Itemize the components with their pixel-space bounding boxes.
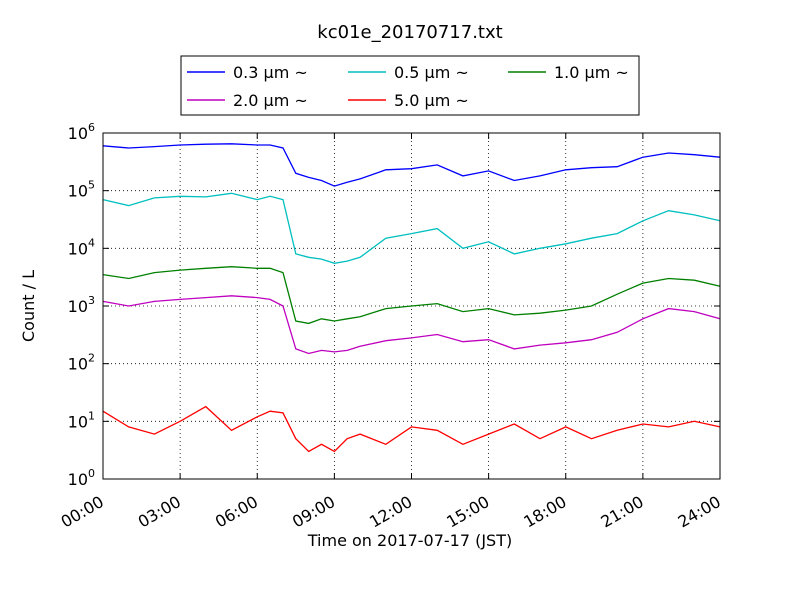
legend-label: 0.5 μm ~ <box>394 63 469 82</box>
y-tick-label: 101 <box>68 409 95 431</box>
series-line-2 <box>102 266 721 325</box>
legend-label: 2.0 μm ~ <box>233 91 308 110</box>
x-tick-label: 21:00 <box>597 492 646 532</box>
legend-box <box>180 55 640 116</box>
series-line-4 <box>102 405 721 453</box>
x-tick-label: 03:00 <box>135 492 184 532</box>
x-tick-label: 09:00 <box>289 492 338 532</box>
x-tick-label: 00:00 <box>58 492 107 532</box>
axis-ticks: 00:00 03:00 06:00 09:00 12:00 15:00 18:00 21:00… <box>58 121 724 532</box>
x-tick-label: 06:00 <box>212 492 261 532</box>
y-tick-label: 102 <box>68 352 95 374</box>
x-tick-label: 12:00 <box>366 492 415 532</box>
legend-label: 0.3 μm ~ <box>233 63 308 82</box>
x-tick-label: 24:00 <box>675 492 724 532</box>
x-axis-label: Time on 2017-07-17 (JST) <box>307 531 512 550</box>
y-axis-label: Count / L <box>19 270 38 342</box>
x-tick-label: 15:00 <box>443 492 492 532</box>
y-tick-label: 104 <box>68 236 95 258</box>
x-tick-label: 18:00 <box>520 492 569 532</box>
chart-title: kc01e_20170717.txt <box>317 22 502 43</box>
y-tick-label: 100 <box>68 467 95 489</box>
series-line-0 <box>102 143 721 187</box>
legend-label: 5.0 μm ~ <box>394 91 469 110</box>
series-line-3 <box>102 295 721 355</box>
legend: 0.3 μm ~ 0.5 μm ~ 1.0 μm ~ 2.0 μm ~ 5.0 μm ~ <box>180 55 640 116</box>
legend-label: 1.0 μm ~ <box>554 63 629 82</box>
series-lines <box>102 143 721 453</box>
y-tick-label: 105 <box>68 179 95 201</box>
y-tick-label: 106 <box>68 121 95 143</box>
series-line-1 <box>102 192 721 264</box>
y-tick-label: 103 <box>68 294 95 316</box>
